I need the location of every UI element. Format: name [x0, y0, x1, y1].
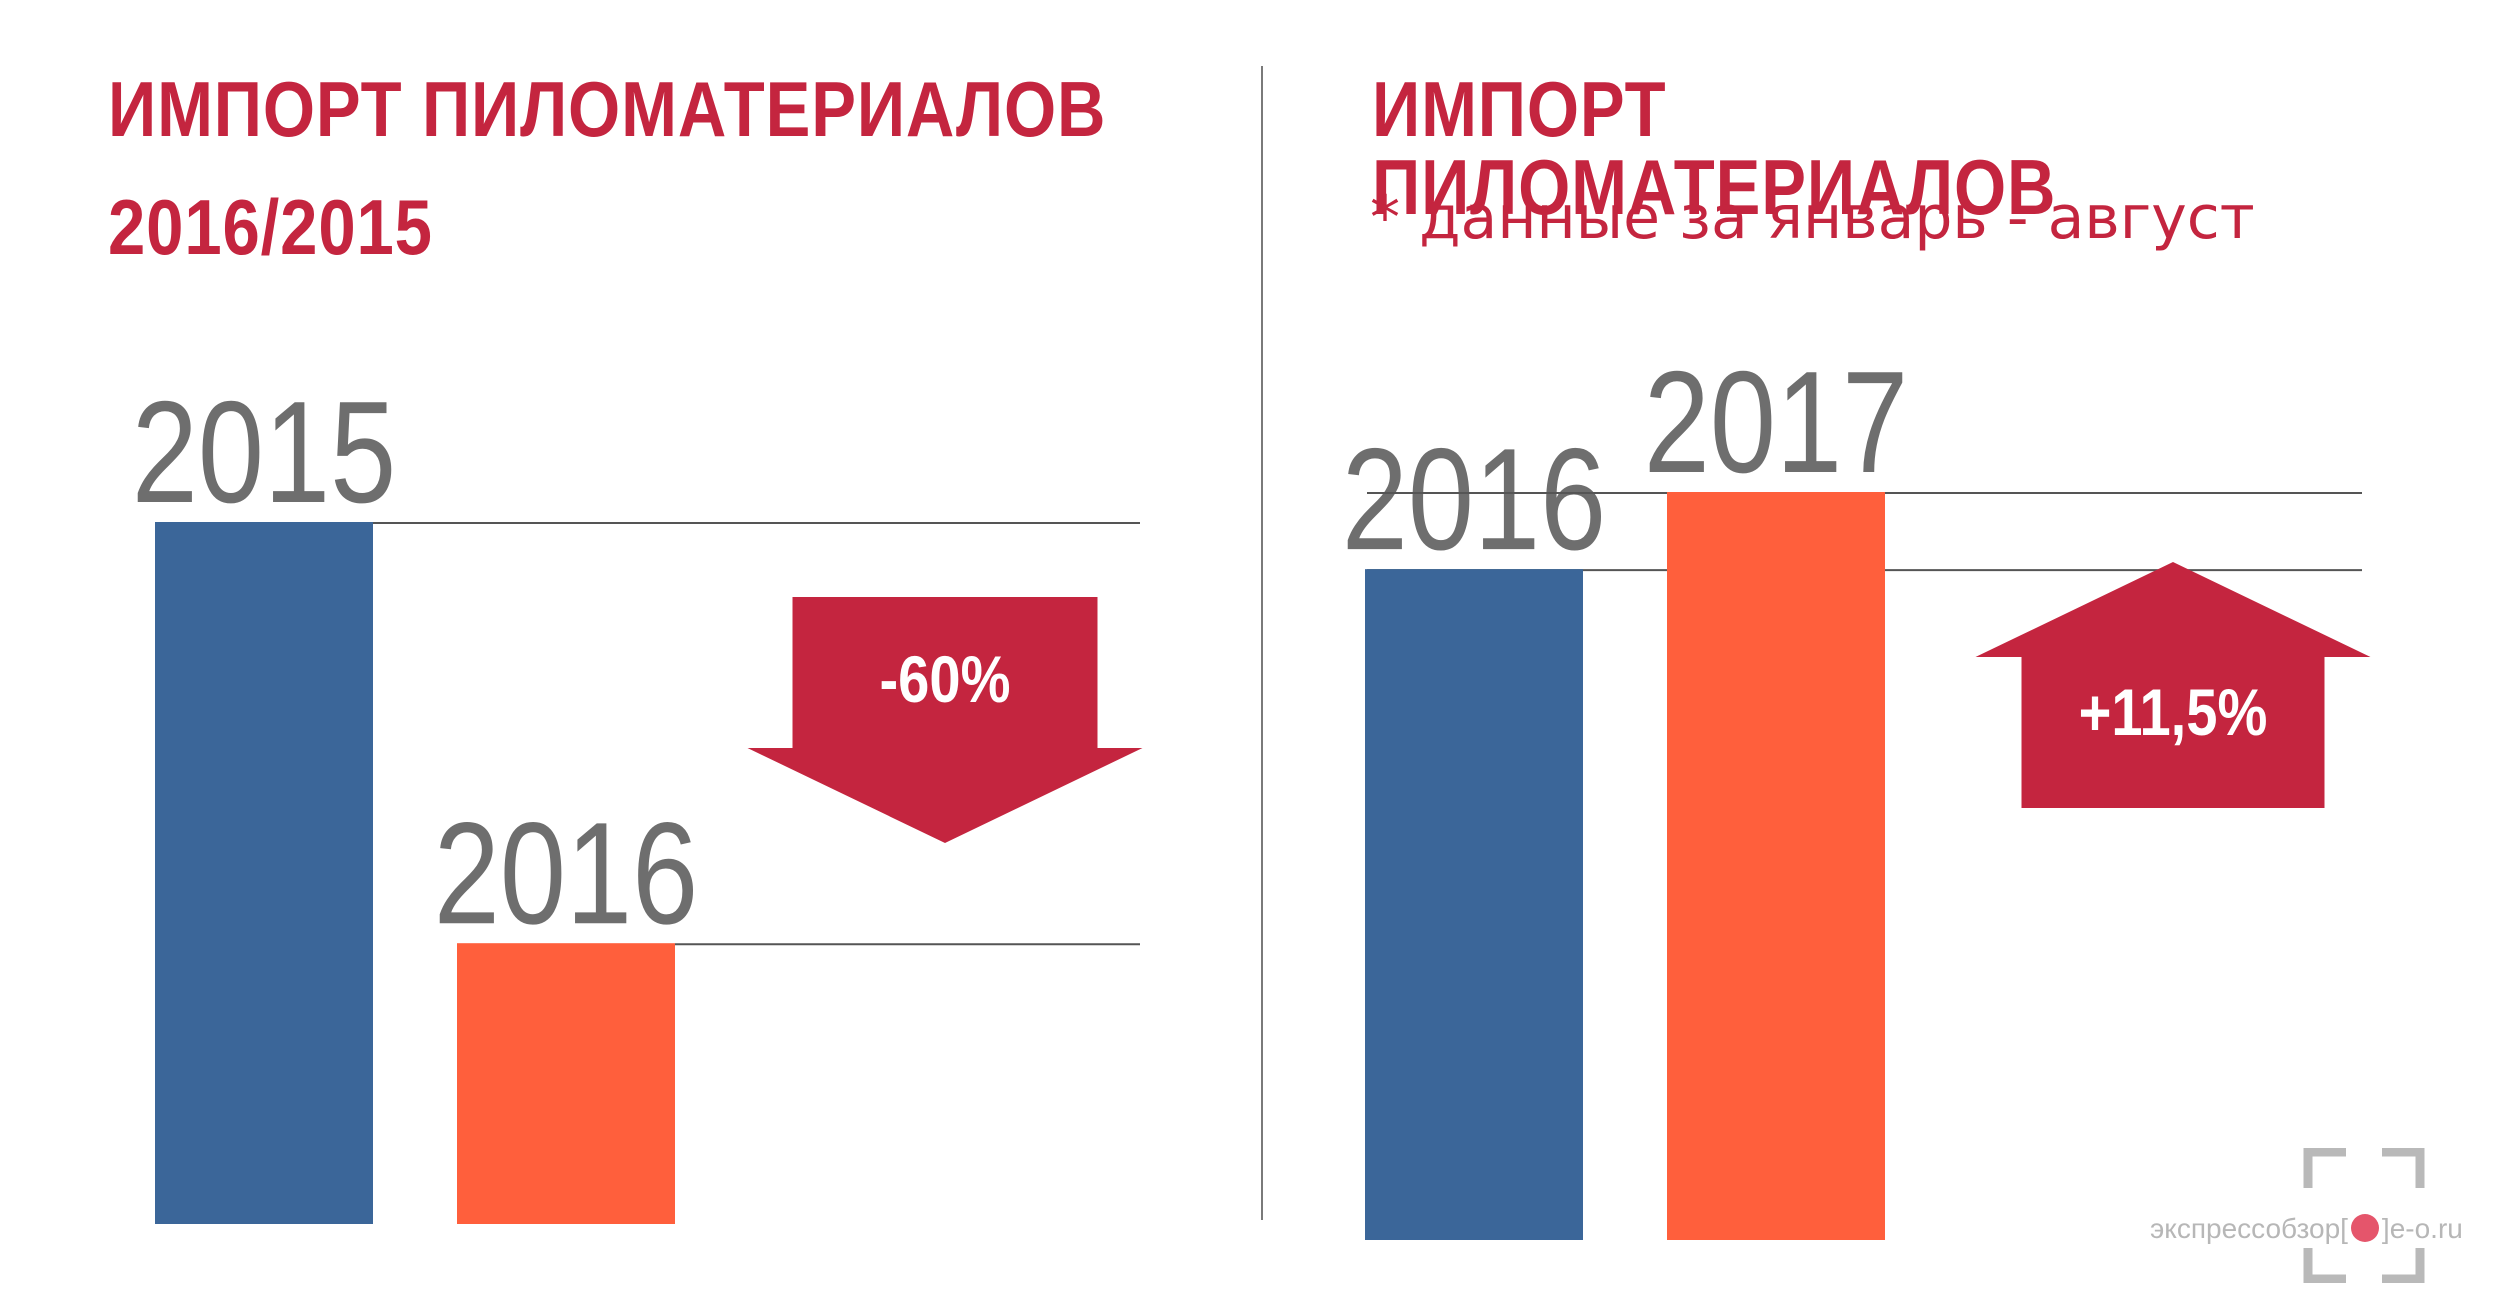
right-chart-title: ИМПОРТ ПИЛОМАТЕРИАЛОВ	[1372, 65, 2057, 231]
left-bar-label-2016: 2016	[434, 793, 698, 955]
watermark-text: экспрессобзор[]e-o.ru	[2150, 1213, 2463, 1244]
left-chart-title-years: 2016/2015	[108, 183, 433, 271]
watermark-text-before: экспрессобзор	[2150, 1213, 2341, 1244]
watermark-text-after: e-o.ru	[2389, 1213, 2463, 1244]
right-chart-subtitle: * данные за январь - август	[1370, 183, 2255, 253]
right-bar-2016	[1365, 569, 1583, 1240]
right-change-label: +11,5%	[2079, 676, 2268, 749]
left-bar-2016	[457, 943, 675, 1224]
left-change-arrow-down	[747, 597, 1143, 843]
left-chart-title: ИМПОРТ ПИЛОМАТЕРИАЛОВ	[108, 65, 1107, 153]
right-change-arrow-up	[1975, 562, 2371, 808]
left-bar-2015	[155, 522, 373, 1224]
right-bar-2017	[1667, 492, 1885, 1240]
left-bar-label-2015: 2015	[132, 372, 396, 534]
viewfinder-icon	[2303, 1148, 2425, 1283]
record-dot-icon	[2350, 1214, 2379, 1242]
watermark-logo: экспрессобзор[]e-o.ru	[2150, 1148, 2480, 1283]
right-bar-label-2017: 2017	[1644, 342, 1908, 504]
right-bar-label-2016: 2016	[1342, 419, 1606, 581]
left-change-label: -60%	[880, 643, 1011, 716]
